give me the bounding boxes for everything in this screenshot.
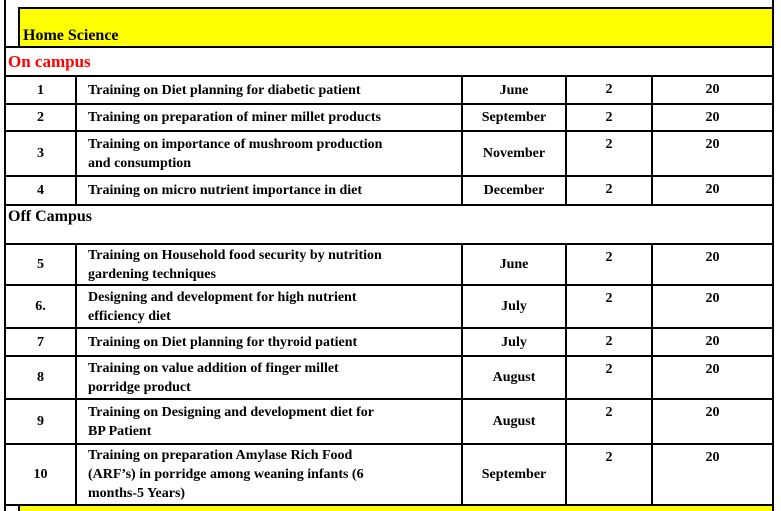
- count2-cell: 20: [653, 177, 772, 206]
- section-label-off-campus: Off Campus: [8, 208, 93, 225]
- table-row: 8 Training on value addition of finger m…: [6, 357, 772, 400]
- count2-cell: 20: [653, 445, 772, 506]
- off-campus-section-row: Off Campus: [6, 206, 772, 245]
- top-cut-row-remnant: [6, 0, 772, 7]
- count2-cell: 20: [653, 105, 772, 132]
- description-cell: Training on Diet planning for thyroid pa…: [77, 329, 463, 357]
- row-number-cell: 3: [6, 132, 77, 177]
- count2-cell: 20: [653, 329, 772, 357]
- table-row: 1 Training on Diet planning for diabetic…: [6, 77, 772, 105]
- row-number-cell: 9: [6, 400, 77, 445]
- table-row: 3 Training on importance of mushroom pro…: [6, 132, 772, 177]
- month-cell: July: [463, 329, 567, 357]
- on-campus-section-row: On campus: [6, 48, 772, 77]
- count2-cell: 20: [653, 77, 772, 105]
- home-science-header-cell: Home Science: [18, 7, 772, 46]
- count1-cell: 2: [567, 245, 653, 286]
- count2-cell: 20: [653, 400, 772, 445]
- count2-cell: 20: [653, 132, 772, 177]
- table-row: 2 Training on preparation of miner mille…: [6, 105, 772, 132]
- month-cell: June: [463, 245, 567, 286]
- description-cell: Training on micro nutrient importance in…: [77, 177, 463, 206]
- month-cell: July: [463, 286, 567, 329]
- row-number-cell: 2: [6, 105, 77, 132]
- description-cell: Training on Diet planning for diabetic p…: [77, 77, 463, 105]
- count1-cell: 2: [567, 105, 653, 132]
- row-number-cell: 7: [6, 329, 77, 357]
- month-cell: June: [463, 77, 567, 105]
- table-row: 7 Training on Diet planning for thyroid …: [6, 329, 772, 357]
- description-cell: Training on importance of mushroom produ…: [77, 132, 463, 177]
- count1-cell: 2: [567, 329, 653, 357]
- row-number-cell: 1: [6, 77, 77, 105]
- description-cell: Training on preparation Amylase Rich Foo…: [77, 445, 463, 506]
- table-row: 5 Training on Household food security by…: [6, 245, 772, 286]
- description-cell: Designing and development for high nutri…: [77, 286, 463, 329]
- description-cell: Training on Household food security by n…: [77, 245, 463, 286]
- month-cell: September: [463, 445, 567, 506]
- table-row: 6. Designing and development for high nu…: [6, 286, 772, 329]
- document-table: Home Science On campus 1 Training on Die…: [4, 0, 774, 511]
- section-title-home-science: Home Science: [23, 27, 119, 44]
- count1-cell: 2: [567, 286, 653, 329]
- table-row: 10 Training on preparation Amylase Rich …: [6, 445, 772, 506]
- home-science-header-row: Home Science: [6, 7, 772, 48]
- count2-cell: 20: [653, 286, 772, 329]
- count2-cell: 20: [653, 245, 772, 286]
- count1-cell: 2: [567, 445, 653, 506]
- row-number-cell: 4: [6, 177, 77, 206]
- month-cell: September: [463, 105, 567, 132]
- month-cell: December: [463, 177, 567, 206]
- row-number-cell: 8: [6, 357, 77, 400]
- description-cell: Training on preparation of miner millet …: [77, 105, 463, 132]
- table-row: 9 Training on Designing and development …: [6, 400, 772, 445]
- next-section-header-cut-off: [18, 506, 772, 511]
- count1-cell: 2: [567, 177, 653, 206]
- row-number-cell: 10: [6, 445, 77, 506]
- month-cell: August: [463, 357, 567, 400]
- month-cell: November: [463, 132, 567, 177]
- description-cell: Training on Designing and development di…: [77, 400, 463, 445]
- count1-cell: 2: [567, 77, 653, 105]
- count1-cell: 2: [567, 357, 653, 400]
- section-label-on-campus: On campus: [8, 51, 91, 71]
- count1-cell: 2: [567, 132, 653, 177]
- count1-cell: 2: [567, 400, 653, 445]
- row-number-cell: 5: [6, 245, 77, 286]
- month-cell: August: [463, 400, 567, 445]
- count2-cell: 20: [653, 357, 772, 400]
- description-cell: Training on value addition of finger mil…: [77, 357, 463, 400]
- row-number-cell: 6.: [6, 286, 77, 329]
- table-row: 4 Training on micro nutrient importance …: [6, 177, 772, 206]
